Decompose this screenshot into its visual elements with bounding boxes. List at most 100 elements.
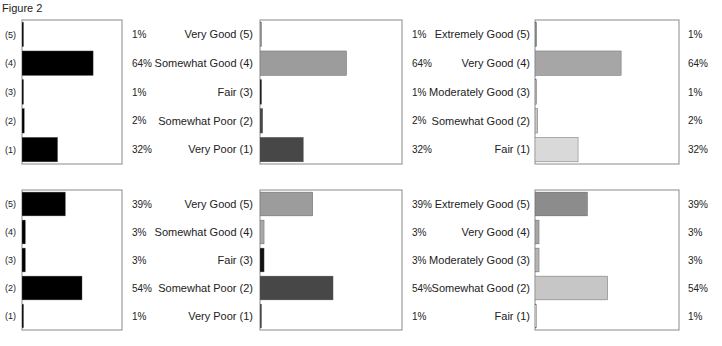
- data-label: 1%: [688, 29, 703, 40]
- figure-title: Figure 2: [2, 2, 42, 14]
- category-label: Very Good (5): [185, 28, 253, 40]
- bar: [260, 137, 303, 161]
- category-label: (1): [5, 311, 16, 321]
- data-label: 32%: [688, 144, 708, 155]
- bar: [22, 248, 25, 272]
- bars: [535, 22, 621, 162]
- plot-frame: [535, 190, 679, 330]
- bar: [535, 248, 539, 272]
- data-label: 1%: [688, 87, 703, 98]
- data-label: 3%: [412, 255, 427, 266]
- data-label: 64%: [412, 58, 432, 69]
- category-label: (3): [5, 87, 16, 97]
- bar: [22, 51, 93, 75]
- data-label: 1%: [132, 29, 147, 40]
- panel: Extremely Good (5) Very Good (4) Moderatel…: [429, 20, 708, 164]
- category-label: (2): [5, 283, 16, 293]
- category-label: Moderately Good (3): [429, 86, 530, 98]
- data-label: 3%: [688, 227, 703, 238]
- data-label: 64%: [132, 58, 152, 69]
- data-label: 1%: [412, 29, 427, 40]
- bar: [535, 304, 537, 328]
- figure: Figure 2(5)(4)(3)(2)(1)1%64%1%2%32%Very …: [0, 0, 722, 346]
- category-label: Fair (1): [495, 310, 530, 322]
- bars: [535, 192, 608, 328]
- category-label: Fair (3): [218, 254, 253, 266]
- category-label: (4): [5, 58, 16, 68]
- plot-frame: [260, 190, 402, 330]
- category-label: Somewhat Good (4): [155, 57, 253, 69]
- data-label: 64%: [688, 58, 708, 69]
- data-label: 2%: [412, 115, 427, 126]
- category-label: Somewhat Good (4): [155, 226, 253, 238]
- plot-frame: [260, 20, 402, 164]
- data-label: 1%: [412, 87, 427, 98]
- category-label: Somewhat Poor (2): [158, 115, 253, 127]
- data-label: 2%: [132, 115, 147, 126]
- data-label: 54%: [688, 283, 708, 294]
- bar: [22, 109, 24, 133]
- category-label: Very Poor (1): [188, 310, 253, 322]
- data-label: 39%: [412, 199, 432, 210]
- bar: [260, 80, 262, 104]
- data-label: 1%: [412, 311, 427, 322]
- bar: [535, 51, 621, 75]
- bars: [260, 22, 347, 162]
- data-label: 32%: [412, 144, 432, 155]
- bar: [22, 80, 24, 104]
- bars: [260, 192, 333, 328]
- data-label: 54%: [412, 283, 432, 294]
- bar: [22, 192, 65, 216]
- data-label: 54%: [132, 283, 152, 294]
- data-label: 3%: [132, 227, 147, 238]
- category-label: (1): [5, 145, 16, 155]
- panel: (5) (4) (3) (2) (1) 1% 64% 1% 2% 32%: [5, 20, 152, 164]
- bar: [260, 22, 262, 46]
- category-label: (4): [5, 227, 16, 237]
- bar: [22, 137, 58, 161]
- panel: (5)(4)(3)(2)(1)39%3%3%54%1%: [5, 190, 152, 330]
- panel: Very Good (5) Somewhat Good (4) Fair (3) So…: [155, 190, 433, 330]
- category-label: Somewhat Poor (2): [158, 282, 253, 294]
- plot-frame: [22, 20, 122, 164]
- data-label: 2%: [688, 115, 703, 126]
- plot-frame: [22, 190, 122, 330]
- category-label: (5): [5, 30, 16, 40]
- data-label: 3%: [132, 255, 147, 266]
- bar: [260, 304, 262, 328]
- bar: [535, 22, 537, 46]
- data-label: 32%: [132, 144, 152, 155]
- category-label: Somewhat Good (2): [432, 282, 530, 294]
- panel: Extremely Good (5)Very Good (4)Moderatel…: [429, 190, 708, 330]
- bar: [260, 276, 333, 300]
- data-label: 1%: [132, 311, 147, 322]
- bar: [260, 192, 313, 216]
- data-label: 1%: [688, 311, 703, 322]
- bar: [22, 22, 24, 46]
- bar: [260, 109, 263, 133]
- data-label: 39%: [688, 199, 708, 210]
- bar: [22, 276, 82, 300]
- bar: [535, 220, 539, 244]
- category-label: Extremely Good (5): [435, 28, 530, 40]
- category-label: (3): [5, 255, 16, 265]
- category-label: Very Good (5): [185, 198, 253, 210]
- category-label: Fair (3): [218, 86, 253, 98]
- bar: [535, 137, 578, 161]
- bar: [260, 248, 264, 272]
- category-label: Fair (1): [495, 143, 530, 155]
- bar: [535, 192, 587, 216]
- data-label: 1%: [132, 87, 147, 98]
- bar: [260, 220, 264, 244]
- bars: [22, 192, 82, 328]
- category-label: Extremely Good (5): [435, 198, 530, 210]
- bar: [535, 80, 537, 104]
- category-label: (2): [5, 116, 16, 126]
- plot-frame: [535, 20, 679, 164]
- bars: [22, 22, 93, 162]
- category-label: Very Good (4): [462, 57, 530, 69]
- bar: [535, 109, 538, 133]
- data-label: 3%: [688, 255, 703, 266]
- category-label: (5): [5, 199, 16, 209]
- panel: Very Good (5) Somewhat Good (4) Fair (3) So…: [155, 20, 433, 164]
